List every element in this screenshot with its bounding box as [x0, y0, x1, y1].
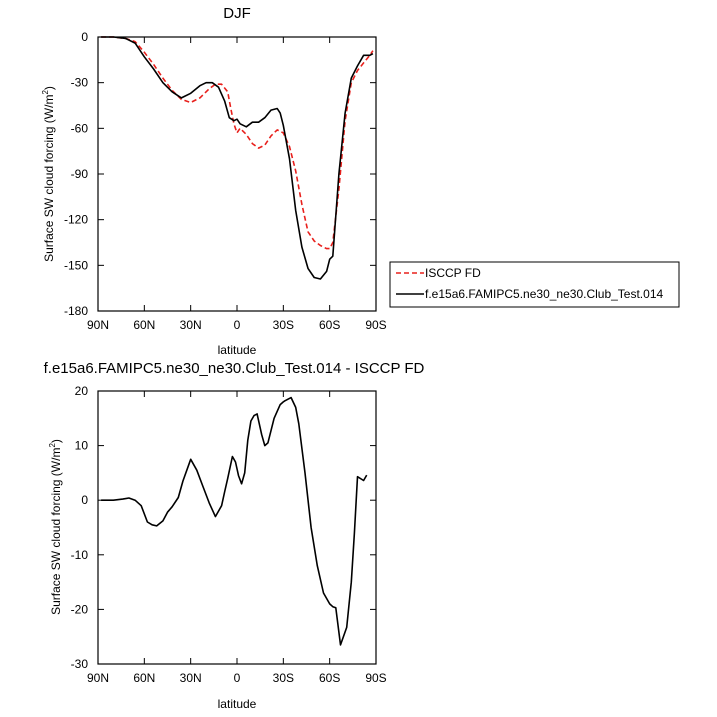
top-x-axis-label: latitude: [218, 343, 257, 357]
bottom-y-axis-label: Surface SW cloud forcing (W/m2): [48, 439, 63, 615]
bottom-x-tick-label: 30N: [180, 671, 202, 685]
legend-label-model: f.e15a6.FAMIPC5.ne30_ne30.Club_Test.014: [425, 287, 663, 301]
bottom-x-tick-label: 60N: [133, 671, 155, 685]
bottom-y-axis-label-end: ): [49, 439, 63, 443]
top-y-tick-label: -90: [71, 167, 89, 181]
bottom-x-axis-label: latitude: [218, 697, 257, 711]
bottom-x-tick-label: 30S: [273, 671, 294, 685]
top-y-axis-label: Surface SW cloud forcing (W/m2): [41, 86, 56, 262]
top-x-tick-label: 0: [234, 318, 241, 332]
bottom-chart-title: f.e15a6.FAMIPC5.ne30_ne30.Club_Test.014 …: [44, 360, 425, 377]
bottom-x-tick-label: 90N: [87, 671, 109, 685]
top-panel: DJF 90N 60N 30N 0 30S 60S 90S 0 -30 -60 -90 -120 -1…: [41, 5, 680, 357]
bottom-y-tick-label: 10: [75, 439, 89, 453]
top-chart-title: DJF: [223, 5, 251, 22]
top-series-line-0: [101, 36, 374, 250]
bottom-series-layer: [101, 396, 368, 646]
bottom-series-line-0: [101, 396, 368, 646]
bottom-x-tick-label: 90S: [365, 671, 386, 685]
bottom-y-axis: 20 10 0 -10 -20 -30: [71, 384, 376, 671]
top-y-tick-label: -180: [64, 304, 88, 318]
top-series-line-1: [101, 36, 374, 280]
top-y-tick-label: -30: [71, 76, 89, 90]
top-legend: ISCCP FD f.e15a6.FAMIPC5.ne30_ne30.Club_…: [389, 261, 680, 308]
top-y-axis-label-end: ): [42, 86, 56, 90]
bottom-y-tick-label: 20: [75, 384, 89, 398]
top-x-tick-label: 60S: [319, 318, 340, 332]
bottom-y-axis-label-main: Surface SW cloud forcing (W/m: [49, 448, 63, 615]
bottom-y-tick-label: -30: [71, 657, 89, 671]
top-plot-frame: [97, 36, 377, 312]
bottom-y-axis-label-sup: 2: [48, 443, 57, 448]
bottom-x-tick-label: 0: [234, 671, 241, 685]
bottom-x-tick-label: 60S: [319, 671, 340, 685]
top-series-layer: [101, 36, 374, 280]
bottom-x-axis: 90N 60N 30N 0 30S 60S 90S: [87, 391, 387, 685]
legend-box: [389, 261, 680, 308]
bottom-y-tick-label: -20: [71, 602, 89, 616]
top-y-tick-label: -120: [64, 213, 88, 227]
bottom-plot-frame: [97, 390, 377, 665]
legend-label-isccp: ISCCP FD: [425, 266, 481, 280]
top-x-tick-label: 60N: [133, 318, 155, 332]
top-y-tick-label: 0: [81, 30, 88, 44]
top-x-axis: 90N 60N 30N 0 30S 60S 90S: [87, 37, 387, 332]
top-y-tick-label: -150: [64, 258, 88, 272]
bottom-panel: f.e15a6.FAMIPC5.ne30_ne30.Club_Test.014 …: [44, 360, 425, 711]
top-y-tick-label: -60: [71, 121, 89, 135]
top-x-tick-label: 90S: [365, 318, 386, 332]
bottom-y-tick-label: -10: [71, 548, 89, 562]
top-x-tick-label: 30S: [273, 318, 294, 332]
top-y-axis-label-sup: 2: [41, 90, 50, 95]
top-y-axis: 0 -30 -60 -90 -120 -150 -180: [64, 30, 376, 318]
top-y-axis-label-main: Surface SW cloud forcing (W/m: [42, 95, 56, 262]
top-x-tick-label: 90N: [87, 318, 109, 332]
bottom-y-tick-label: 0: [81, 493, 88, 507]
top-x-tick-label: 30N: [180, 318, 202, 332]
